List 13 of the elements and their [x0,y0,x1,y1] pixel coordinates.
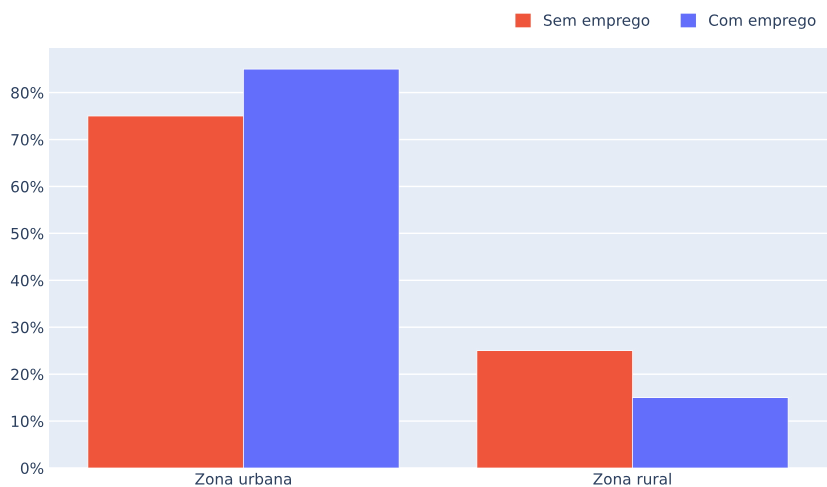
legend-label: Sem emprego [544,14,650,29]
x-tick-label: Zona rural [593,472,671,485]
y-tick-label: 30% [11,322,44,334]
y-tick-label: 70% [11,134,44,146]
y-tick-label: 0% [20,462,44,474]
y-tick-label: 80% [11,87,44,99]
y-tick-label: 20% [11,368,44,380]
y-tick-label: 40% [10,274,44,286]
y-tick-label: 50% [11,228,44,240]
x-tick-label: Zona urbana [195,472,292,485]
legend-label: Com emprego [709,14,816,29]
y-tick-label: 60% [11,180,44,192]
y-tick-label: 10% [12,416,44,428]
